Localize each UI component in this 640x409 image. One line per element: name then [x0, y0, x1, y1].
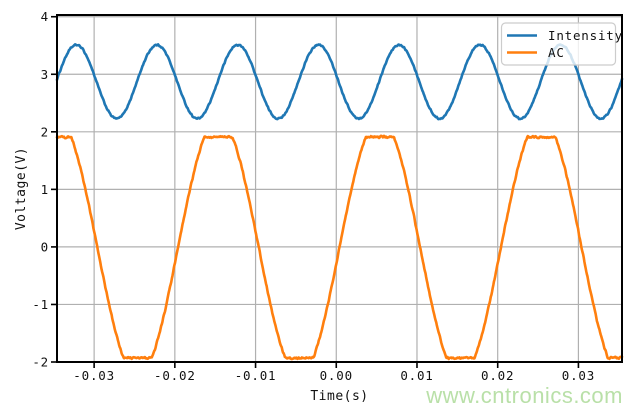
- legend-label-intensity: Intensity: [548, 28, 623, 43]
- y-tick-label: 3: [41, 67, 49, 82]
- legend-box: [500, 22, 617, 66]
- x-axis-label: Time(s): [310, 389, 368, 404]
- axes-ticks: -0.03 -0.02 -0.01 0.00 0.01 0.02 0.03 -2 -1 0 1 2 3 4: [32, 9, 595, 383]
- y-tick-label: 1: [41, 182, 49, 197]
- y-axis-label: Voltage(V): [14, 147, 29, 230]
- y-tick-label: 0: [41, 239, 49, 254]
- x-tick-label: 0.00: [320, 368, 353, 383]
- x-tick-label: -0.02: [154, 368, 196, 383]
- y-tick-label: -1: [32, 297, 49, 312]
- x-tick-label: 0.02: [481, 368, 514, 383]
- y-tick-label: -2: [32, 355, 49, 370]
- legend: Intensity AC: [500, 22, 623, 66]
- y-tick-label: 2: [41, 124, 49, 139]
- x-tick-label: 0.03: [562, 368, 595, 383]
- y-tick-label: 4: [41, 9, 49, 24]
- series-traces: [55, 42, 624, 361]
- x-tick-label: -0.01: [235, 368, 277, 383]
- series-intensity: [55, 42, 624, 121]
- watermark: www.cntronics.com: [425, 383, 623, 408]
- x-tick-label: 0.01: [400, 368, 433, 383]
- plot-border: [56, 14, 623, 363]
- x-tick-label: -0.03: [73, 368, 115, 383]
- series-ac: [55, 134, 624, 361]
- legend-label-ac: AC: [548, 45, 565, 60]
